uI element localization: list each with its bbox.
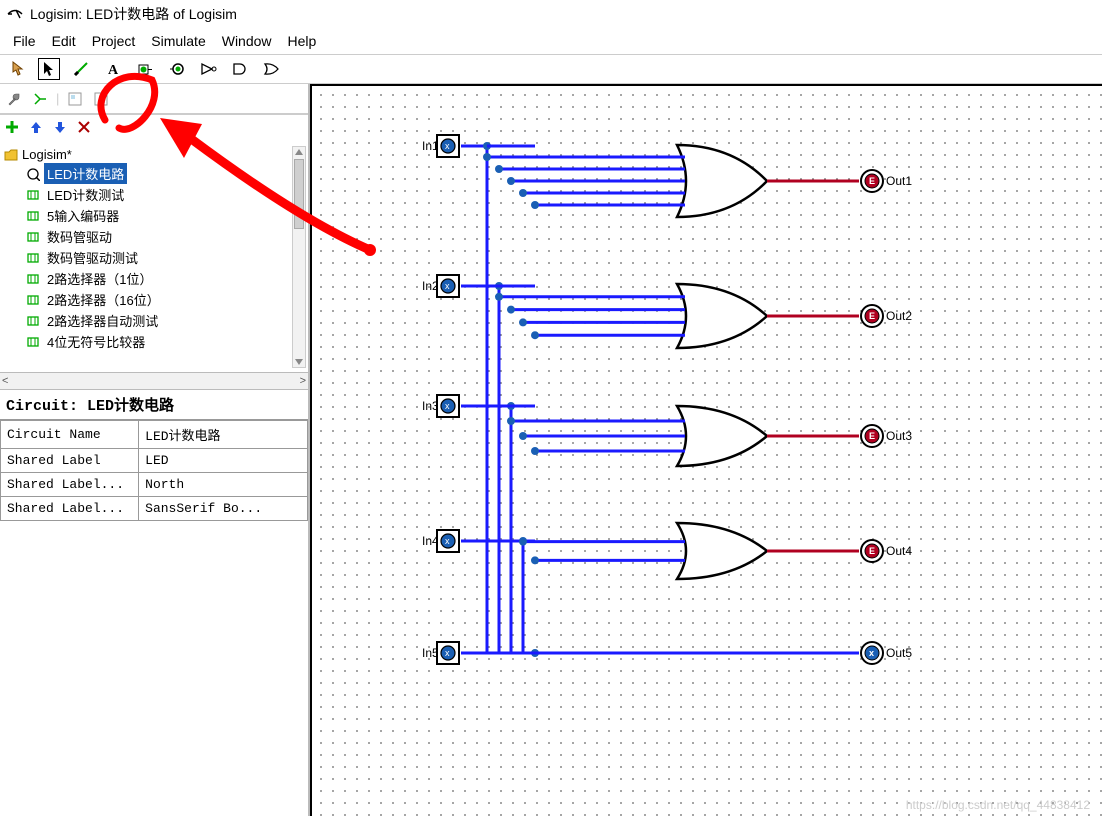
tree-item-label: 4位无符号比较器 [44,331,148,352]
wire-tool-icon[interactable] [70,58,92,80]
left-toolbar-1: | [0,84,308,114]
svg-text:Out4: Out4 [886,544,912,558]
svg-text:x: x [445,536,450,546]
poke-tool-icon[interactable] [6,58,28,80]
svg-text:x: x [869,648,874,658]
tree-item[interactable]: 2路选择器（16位） [2,289,306,310]
properties-table: Circuit NameLED计数电路Shared LabelLEDShared… [0,420,308,521]
tree-item-label: 数码管驱动 [44,226,115,247]
svg-text:Out3: Out3 [886,429,912,443]
output-pin-icon[interactable] [166,58,188,80]
watermark: https://blog.csdn.net/qq_44838412 [906,798,1090,812]
prop-key: Circuit Name [1,421,139,449]
prop-val[interactable]: North [139,473,308,497]
zoom-tool2-icon[interactable] [91,89,111,109]
add-icon[interactable] [4,119,20,138]
select-tool-icon[interactable] [38,58,60,80]
svg-text:E: E [869,311,875,321]
menu-project[interactable]: Project [85,31,143,51]
svg-text:E: E [869,546,875,556]
tree-item[interactable]: 5输入编码器 [2,205,306,226]
tree-item-label: LED计数电路 [44,163,127,184]
tree-scrollbar[interactable] [292,146,306,368]
or-gate-icon[interactable] [262,58,284,80]
tree-item-label: LED计数测试 [44,184,127,205]
text-tool-icon[interactable]: A [102,58,124,80]
tree-item[interactable]: LED计数电路 [2,163,306,184]
circuit-canvas[interactable]: In1xIn2xIn3xIn4xIn5xEOut1EOut2EOut3EOut4… [310,84,1102,816]
left-panel: | Logisim* LED计数电路LED计数测试5输入编码器数码管驱动数码管驱… [0,84,310,816]
tree-item[interactable]: 数码管驱动 [2,226,306,247]
tree-item-label: 5输入编码器 [44,205,122,226]
not-gate-icon[interactable] [198,58,220,80]
menu-file[interactable]: File [6,31,43,51]
and-gate-icon[interactable] [230,58,252,80]
zoom-tool1-icon[interactable] [65,89,85,109]
tree-item-label: 数码管驱动测试 [44,247,141,268]
tree-item[interactable]: 数码管驱动测试 [2,247,306,268]
tree-hscroll[interactable]: <> [0,372,308,390]
project-name: Logisim* [22,147,72,162]
svg-text:E: E [869,431,875,441]
tree-item-label: 2路选择器自动测试 [44,310,161,331]
wrench-icon[interactable] [4,89,24,109]
tree-item[interactable]: LED计数测试 [2,184,306,205]
up-arrow-icon[interactable] [28,119,44,138]
svg-text:x: x [445,281,450,291]
prop-val[interactable]: LED [139,449,308,473]
window-title: Logisim: LED计数电路 of Logisim [30,4,237,24]
svg-text:x: x [445,648,450,658]
main-toolbar: A [0,54,1102,84]
svg-text:E: E [869,176,875,186]
tree-item-label: 2路选择器（16位） [44,289,163,310]
menu-help[interactable]: Help [281,31,324,51]
menubar: File Edit Project Simulate Window Help [0,28,1102,54]
tree-item[interactable]: 2路选择器（1位） [2,268,306,289]
menu-simulate[interactable]: Simulate [144,31,212,51]
properties-header: Circuit: LED计数电路 [0,390,308,420]
input-pin-icon[interactable] [134,58,156,80]
svg-text:x: x [445,141,450,151]
menu-window[interactable]: Window [215,31,279,51]
down-arrow-icon[interactable] [52,119,68,138]
tree-item[interactable]: 4位无符号比较器 [2,331,306,352]
svg-text:Out5: Out5 [886,646,912,660]
svg-text:x: x [445,401,450,411]
menu-edit[interactable]: Edit [45,31,83,51]
tree-controls [0,114,308,142]
project-root[interactable]: Logisim* [2,146,306,163]
project-tree[interactable]: Logisim* LED计数电路LED计数测试5输入编码器数码管驱动数码管驱动测… [0,142,308,372]
prop-key: Shared Label [1,449,139,473]
titlebar: Logisim: LED计数电路 of Logisim [0,0,1102,28]
delete-icon[interactable] [76,119,92,138]
prop-val[interactable]: SansSerif Bo... [139,497,308,521]
svg-text:A: A [108,63,119,78]
prop-key: Shared Label... [1,473,139,497]
prop-key: Shared Label... [1,497,139,521]
tree-item[interactable]: 2路选择器自动测试 [2,310,306,331]
svg-text:Out2: Out2 [886,309,912,323]
sim-tree-icon[interactable] [30,89,50,109]
tree-item-label: 2路选择器（1位） [44,268,155,289]
prop-val[interactable]: LED计数电路 [139,421,308,449]
svg-text:Out1: Out1 [886,174,912,188]
